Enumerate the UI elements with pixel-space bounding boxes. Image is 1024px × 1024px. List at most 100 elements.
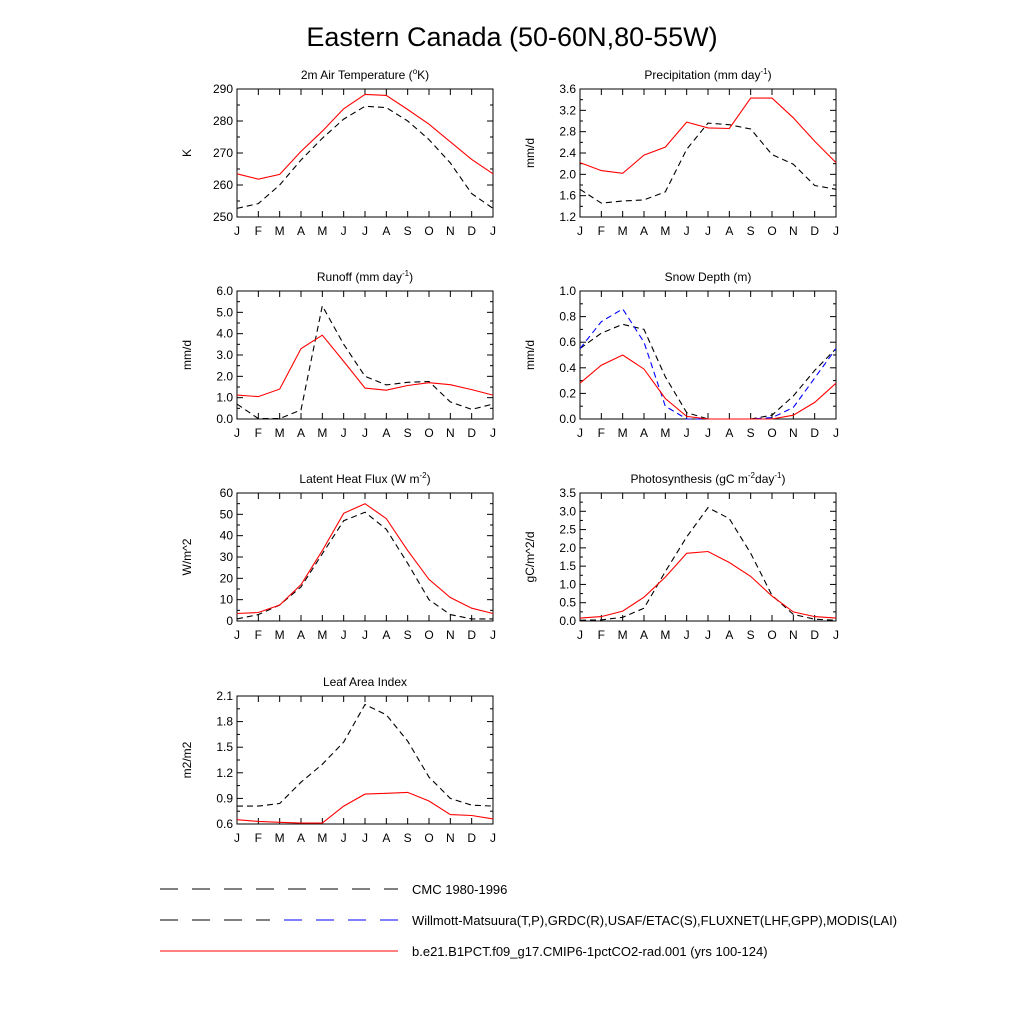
panel-title-superscript: -1: [402, 269, 410, 278]
y-tick-label: 280: [213, 114, 233, 128]
x-tick-label: F: [255, 224, 262, 238]
y-tick-label: 30: [220, 550, 234, 564]
panel-title-text: Snow Depth (m): [665, 270, 752, 284]
x-tick-label: O: [424, 831, 433, 845]
series-line-solid-red: [236, 334, 494, 398]
panel-title-superscript: -2: [419, 471, 427, 480]
y-axis-label: K: [180, 149, 194, 157]
x-tick-label: F: [598, 224, 605, 238]
plot-frame: [579, 88, 837, 218]
y-tick-label: 1.2: [559, 210, 576, 224]
y-tick-label: 60: [220, 486, 234, 500]
x-tick-label: S: [747, 426, 755, 440]
panel-title-end: ): [427, 472, 431, 486]
panel-title: Latent Heat Flux (W m-2): [299, 471, 430, 486]
x-tick-label: D: [810, 224, 819, 238]
x-tick-label: J: [341, 831, 347, 845]
x-tick-label: D: [467, 628, 476, 642]
chart-panel: Snow Depth (m)0.00.20.40.60.81.0J F M A M J J A…: [523, 270, 839, 440]
y-tick-label: 20: [220, 571, 234, 585]
x-tick-label: O: [767, 426, 776, 440]
y-tick-label: 3.5: [559, 486, 576, 500]
x-tick-label: J: [234, 628, 240, 642]
x-tick-label: O: [424, 426, 433, 440]
panel-title-text: Leaf Area Index: [323, 675, 407, 689]
y-tick-label: 2.4: [559, 146, 576, 160]
y-tick-label: 3.6: [559, 82, 576, 96]
y-tick-label: 0.0: [216, 412, 233, 426]
legend-label: Willmott-Matsuura(T,P),GRDC(R),USAF/ETAC…: [412, 913, 897, 928]
x-tick-label: J: [705, 426, 711, 440]
y-tick-label: 0.8: [559, 310, 576, 324]
x-tick-label: J: [362, 224, 368, 238]
y-tick-label: 2.1: [216, 689, 233, 703]
y-axis-label: W/m^2: [180, 538, 194, 575]
figure-title: Eastern Canada (50-60N,80-55W): [306, 22, 717, 52]
y-tick-label: 3.0: [559, 504, 576, 518]
x-tick-label: D: [467, 831, 476, 845]
x-tick-label: J: [490, 426, 496, 440]
y-tick-label: 260: [213, 178, 233, 192]
series-line-dash-black: [579, 323, 837, 420]
x-tick-label: S: [404, 426, 412, 440]
series-line-dash-black: [236, 304, 494, 420]
panel-title-text: Latent Heat Flux (W m: [299, 472, 419, 486]
x-tick-label: S: [747, 628, 755, 642]
y-tick-label: 0.0: [559, 614, 576, 628]
series-line-solid-red: [579, 97, 837, 174]
y-tick-label: 3.2: [559, 103, 576, 117]
x-tick-label: S: [404, 628, 412, 642]
x-tick-label: J: [341, 628, 347, 642]
x-tick-label: D: [467, 224, 476, 238]
x-tick-label: F: [255, 628, 262, 642]
series-line-solid-red: [236, 93, 494, 180]
panel-title-text: Photosynthesis (gC m: [631, 472, 748, 486]
plot-frame: [579, 492, 837, 622]
x-tick-label: M: [317, 831, 327, 845]
x-tick-label: A: [725, 224, 733, 238]
y-tick-label: 6.0: [216, 284, 233, 298]
x-tick-label: J: [490, 831, 496, 845]
x-tick-label: A: [725, 628, 733, 642]
x-tick-label: F: [255, 831, 262, 845]
y-tick-label: 40: [220, 529, 234, 543]
x-tick-label: J: [833, 628, 839, 642]
y-tick-label: 1.6: [559, 189, 576, 203]
x-tick-label: N: [789, 426, 798, 440]
x-tick-label: N: [789, 628, 798, 642]
x-tick-label: M: [618, 224, 628, 238]
panel-title-end: ): [409, 270, 413, 284]
y-tick-label: 250: [213, 210, 233, 224]
panel-title-superscript: -2: [748, 471, 756, 480]
x-tick-label: F: [255, 426, 262, 440]
x-tick-label: A: [382, 224, 390, 238]
panel-title: Runoff (mm day-1): [317, 269, 413, 284]
x-tick-label: J: [362, 426, 368, 440]
x-tick-label: O: [767, 628, 776, 642]
x-tick-label: J: [490, 628, 496, 642]
x-tick-label: J: [833, 224, 839, 238]
y-axis-label: mm/d: [523, 138, 537, 168]
y-tick-label: 2.0: [559, 167, 576, 181]
plot-frame: [236, 88, 494, 218]
plot-frame: [236, 290, 494, 420]
series-line-dash-black: [579, 506, 837, 621]
y-tick-label: 0.0: [559, 412, 576, 426]
panel-title-superscript: -1: [774, 471, 782, 480]
y-axis-label: mm/d: [180, 340, 194, 370]
x-tick-label: A: [297, 224, 305, 238]
panel-title-unit: day: [755, 472, 774, 486]
x-tick-label: S: [404, 224, 412, 238]
x-tick-label: N: [446, 831, 455, 845]
y-tick-label: 0.6: [216, 817, 233, 831]
x-tick-label: M: [275, 224, 285, 238]
x-tick-label: M: [618, 628, 628, 642]
panel-title: Photosynthesis (gC m-2day-1): [631, 471, 786, 486]
x-tick-label: N: [446, 628, 455, 642]
x-tick-label: A: [640, 628, 648, 642]
x-tick-label: J: [684, 224, 690, 238]
y-tick-label: 1.0: [216, 391, 233, 405]
series-line-dash-black: [236, 511, 493, 620]
